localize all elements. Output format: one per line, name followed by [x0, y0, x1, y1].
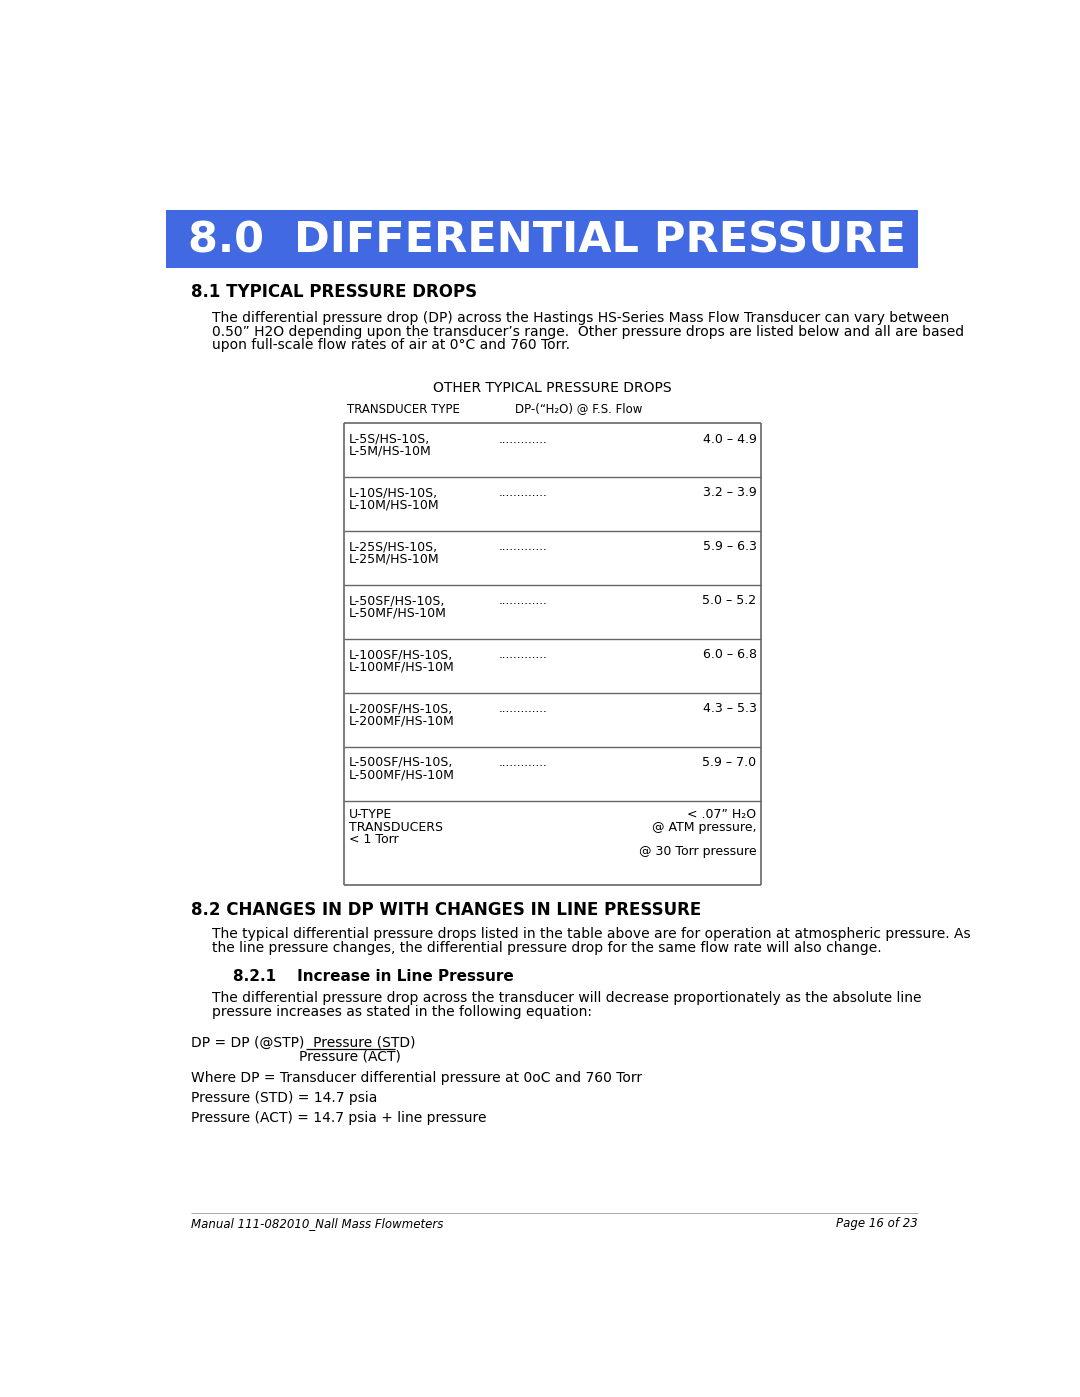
Text: The differential pressure drop (DP) across the Hastings HS-Series Mass Flow Tran: The differential pressure drop (DP) acro…: [213, 310, 949, 324]
Text: 0.50” H2O depending upon the transducer’s range.  Other pressure drops are liste: 0.50” H2O depending upon the transducer’…: [213, 324, 964, 338]
Text: Pressure (STD) = 14.7 psia: Pressure (STD) = 14.7 psia: [191, 1091, 377, 1105]
Text: .............: .............: [499, 648, 548, 661]
Text: U-TYPE: U-TYPE: [349, 809, 392, 821]
Text: 8.0  DIFFERENTIAL PRESSURE: 8.0 DIFFERENTIAL PRESSURE: [188, 219, 905, 261]
Text: L-25M/HS-10M: L-25M/HS-10M: [349, 553, 440, 566]
Text: TRANSDUCER TYPE: TRANSDUCER TYPE: [348, 402, 460, 415]
Text: upon full-scale flow rates of air at 0°C and 760 Torr.: upon full-scale flow rates of air at 0°C…: [213, 338, 570, 352]
Text: 6.0 – 6.8: 6.0 – 6.8: [703, 648, 757, 661]
Text: L-200SF/HS-10S,: L-200SF/HS-10S,: [349, 703, 454, 715]
Text: 4.0 – 4.9: 4.0 – 4.9: [703, 433, 757, 446]
Text: @ 30 Torr pressure: @ 30 Torr pressure: [639, 845, 757, 858]
Text: L-5S/HS-10S,: L-5S/HS-10S,: [349, 433, 430, 446]
Text: the line pressure changes, the differential pressure drop for the same flow rate: the line pressure changes, the different…: [213, 940, 882, 954]
Text: L-50MF/HS-10M: L-50MF/HS-10M: [349, 606, 447, 619]
Text: 3.2 – 3.9: 3.2 – 3.9: [703, 486, 757, 499]
Text: L-5M/HS-10M: L-5M/HS-10M: [349, 444, 432, 458]
Text: L-500SF/HS-10S,: L-500SF/HS-10S,: [349, 756, 454, 768]
Text: Manual 111-082010_Nall Mass Flowmeters: Manual 111-082010_Nall Mass Flowmeters: [191, 1217, 443, 1231]
Text: The typical differential pressure drops listed in the table above are for operat: The typical differential pressure drops …: [213, 926, 971, 940]
Text: .............: .............: [499, 756, 548, 768]
Text: OTHER TYPICAL PRESSURE DROPS: OTHER TYPICAL PRESSURE DROPS: [433, 381, 672, 395]
Text: L-100MF/HS-10M: L-100MF/HS-10M: [349, 661, 455, 673]
Text: < .07” H₂O: < .07” H₂O: [688, 809, 757, 821]
Text: 8.1 TYPICAL PRESSURE DROPS: 8.1 TYPICAL PRESSURE DROPS: [191, 284, 477, 300]
Text: 5.0 – 5.2: 5.0 – 5.2: [702, 594, 757, 608]
Text: < 1 Torr: < 1 Torr: [349, 833, 399, 847]
Text: 8.2 CHANGES IN DP WITH CHANGES IN LINE PRESSURE: 8.2 CHANGES IN DP WITH CHANGES IN LINE P…: [191, 901, 701, 919]
Text: L-200MF/HS-10M: L-200MF/HS-10M: [349, 714, 455, 728]
Text: L-10M/HS-10M: L-10M/HS-10M: [349, 499, 440, 511]
Text: L-10S/HS-10S,: L-10S/HS-10S,: [349, 486, 438, 499]
Bar: [166, 210, 918, 268]
Text: L-500MF/HS-10M: L-500MF/HS-10M: [349, 768, 455, 781]
Text: The differential pressure drop across the transducer will decrease proportionate: The differential pressure drop across th…: [213, 992, 922, 1006]
Text: 5.9 – 7.0: 5.9 – 7.0: [702, 756, 757, 768]
Text: TRANSDUCERS: TRANSDUCERS: [349, 820, 443, 834]
Text: Pressure (ACT): Pressure (ACT): [299, 1049, 401, 1065]
Text: Where DP = Transducer differential pressure at 0oC and 760 Torr: Where DP = Transducer differential press…: [191, 1071, 642, 1085]
Text: DP-(“H₂O) @ F.S. Flow: DP-(“H₂O) @ F.S. Flow: [515, 402, 643, 415]
Text: .............: .............: [499, 433, 548, 446]
Text: 5.9 – 6.3: 5.9 – 6.3: [703, 541, 757, 553]
Text: Pressure (ACT) = 14.7 psia + line pressure: Pressure (ACT) = 14.7 psia + line pressu…: [191, 1112, 486, 1126]
Text: L-50SF/HS-10S,: L-50SF/HS-10S,: [349, 594, 445, 608]
Text: Page 16 of 23: Page 16 of 23: [836, 1217, 918, 1231]
Text: DP = DP (@STP)  Pressure (STD): DP = DP (@STP) Pressure (STD): [191, 1037, 416, 1051]
Text: .............: .............: [499, 541, 548, 553]
Text: 4.3 – 5.3: 4.3 – 5.3: [703, 703, 757, 715]
Text: L-100SF/HS-10S,: L-100SF/HS-10S,: [349, 648, 454, 661]
Text: pressure increases as stated in the following equation:: pressure increases as stated in the foll…: [213, 1006, 593, 1020]
Text: .............: .............: [499, 486, 548, 499]
Text: L-25S/HS-10S,: L-25S/HS-10S,: [349, 541, 438, 553]
Text: .............: .............: [499, 594, 548, 608]
Text: @ ATM pressure,: @ ATM pressure,: [652, 820, 757, 834]
Text: 8.2.1    Increase in Line Pressure: 8.2.1 Increase in Line Pressure: [233, 968, 514, 983]
Text: .............: .............: [499, 703, 548, 715]
